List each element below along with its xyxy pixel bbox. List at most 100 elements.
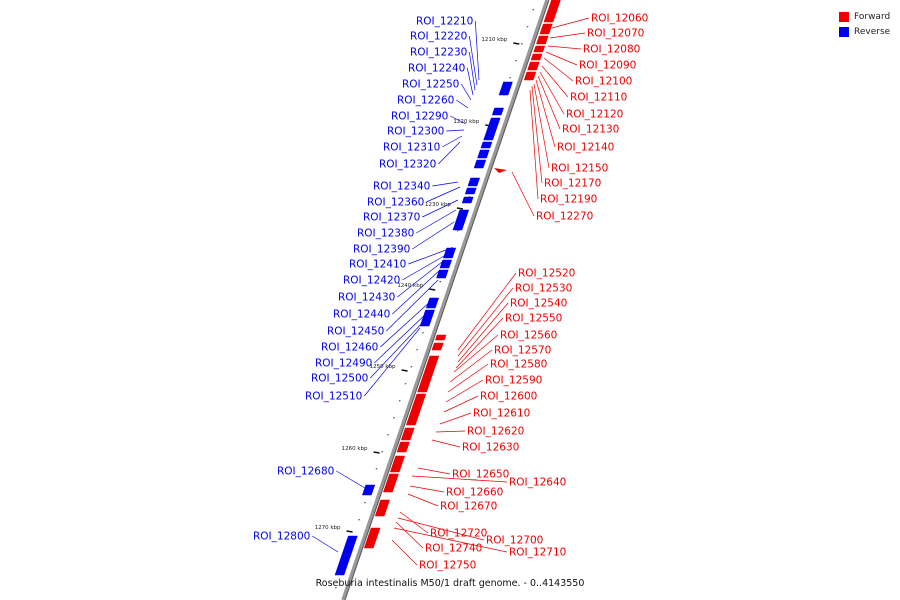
reverse-gene-label: ROI_12490: [315, 358, 372, 370]
axis-tick: [526, 26, 529, 28]
axis-tick: [363, 502, 366, 504]
forward-gene-label: ROI_12670: [440, 501, 497, 513]
ruler-tick: [373, 451, 380, 454]
ruler-label: 1260 kbp: [342, 446, 368, 452]
forward-gene-label: ROI_12610: [473, 408, 530, 420]
ruler-label: 1240 kbp: [397, 283, 423, 289]
reverse-gene: [439, 259, 453, 269]
reverse-gene: [452, 209, 470, 231]
axis-tick: [375, 468, 378, 470]
reverse-gene: [334, 535, 358, 576]
genome-backbone: [341, 0, 549, 600]
forward-leader: [399, 511, 429, 534]
reverse-gene-label: ROI_12800: [253, 531, 310, 543]
forward-gene: [405, 393, 427, 426]
legend-reverse: Reverse: [839, 24, 890, 39]
forward-leader: [549, 32, 586, 39]
forward-leader: [445, 379, 484, 403]
reverse-gene: [480, 141, 493, 149]
ruler-label: 1210 kbp: [481, 37, 507, 43]
reverse-gene-label: ROI_12450: [327, 326, 384, 338]
forward-leader: [547, 45, 582, 50]
forward-leader: [529, 89, 539, 200]
ruler-label: 1220 kbp: [453, 119, 479, 125]
forward-gene-label: ROI_12560: [500, 330, 557, 342]
forward-leader: [443, 395, 479, 413]
forward-gene: [417, 355, 440, 393]
reverse-gene: [461, 196, 474, 204]
reverse-gene: [483, 117, 501, 141]
forward-gene: [527, 61, 540, 71]
reverse-gene-label: ROI_12360: [367, 197, 424, 209]
forward-leader: [417, 467, 451, 475]
forward-gene: [536, 35, 549, 45]
reverse-gene-label: ROI_12290: [391, 111, 448, 123]
axis-tick: [404, 383, 407, 385]
reverse-leader: [374, 311, 429, 364]
forward-gene-label: ROI_12660: [446, 487, 503, 499]
reverse-leader: [426, 186, 461, 203]
forward-leader: [409, 485, 445, 493]
forward-leader: [457, 287, 514, 357]
reverse-leader: [380, 299, 433, 348]
reverse-gene-label: ROI_12680: [277, 466, 334, 478]
forward-gene: [383, 473, 399, 493]
forward-gene-label: ROI_12110: [570, 92, 627, 104]
axis-tick: [509, 77, 512, 79]
forward-gene: [374, 499, 390, 517]
forward-gene-label: ROI_12100: [575, 76, 632, 88]
reverse-gene-label: ROI_12500: [311, 373, 368, 385]
reverse-gene-label: ROI_12340: [373, 181, 430, 193]
reverse-leader: [364, 327, 421, 397]
forward-leader: [541, 65, 569, 98]
reverse-leader: [397, 261, 443, 298]
forward-gene-label: ROI_12060: [591, 13, 648, 25]
reverse-gene-label: ROI_12250: [402, 79, 459, 91]
reverse-gene-label: ROI_12230: [410, 47, 467, 59]
reverse-gene-label: ROI_12310: [383, 142, 440, 154]
axis-tick: [422, 332, 424, 334]
reverse-leader: [392, 269, 441, 315]
reverse-leader: [432, 181, 459, 187]
forward-gene-label: ROI_12550: [505, 313, 562, 325]
reverse-leader: [461, 83, 472, 101]
ruler-label: 1250 kbp: [370, 364, 396, 370]
axis-tick: [398, 400, 401, 402]
forward-leader: [543, 57, 574, 82]
reverse-leader: [412, 221, 455, 250]
axis-tick: [520, 43, 523, 45]
reverse-gene: [436, 269, 449, 279]
axis-tick: [456, 230, 459, 232]
forward-gene-label: ROI_12520: [518, 268, 575, 280]
forward-gene-label: ROI_12270: [536, 211, 593, 223]
forward-leader: [533, 83, 550, 169]
axis-tick: [393, 417, 395, 419]
forward-leader: [537, 75, 561, 130]
reverse-gene-label: ROI_12300: [387, 126, 444, 138]
reverse-leader: [438, 141, 461, 165]
forward-leader: [457, 302, 509, 363]
reverse-gene: [473, 159, 487, 169]
forward-leader: [531, 85, 543, 184]
ruler-tick: [429, 288, 436, 291]
forward-gene-label: ROI_12090: [579, 60, 636, 72]
forward-leader: [391, 539, 418, 566]
reverse-gene-label: ROI_12440: [333, 309, 390, 321]
forward-leader: [439, 412, 472, 425]
legend: Forward Reverse: [839, 9, 890, 39]
reverse-gene-label: ROI_12220: [410, 31, 467, 43]
forward-gene-label: ROI_12080: [583, 44, 640, 56]
genome-caption: Roseburia intestinalis M50/1 draft genom…: [315, 578, 585, 589]
legend-forward: Forward: [839, 9, 890, 24]
reverse-leader: [474, 20, 480, 81]
reverse-gene: [467, 177, 481, 187]
ruler-tick: [513, 42, 520, 45]
reverse-gene-label: ROI_12410: [349, 259, 406, 271]
forward-gene: [533, 45, 546, 53]
forward-gene: [539, 23, 553, 35]
reverse-leader: [442, 135, 463, 148]
reverse-gene: [491, 107, 504, 116]
reverse-gene: [442, 247, 457, 259]
ruler-tick: [401, 369, 408, 372]
